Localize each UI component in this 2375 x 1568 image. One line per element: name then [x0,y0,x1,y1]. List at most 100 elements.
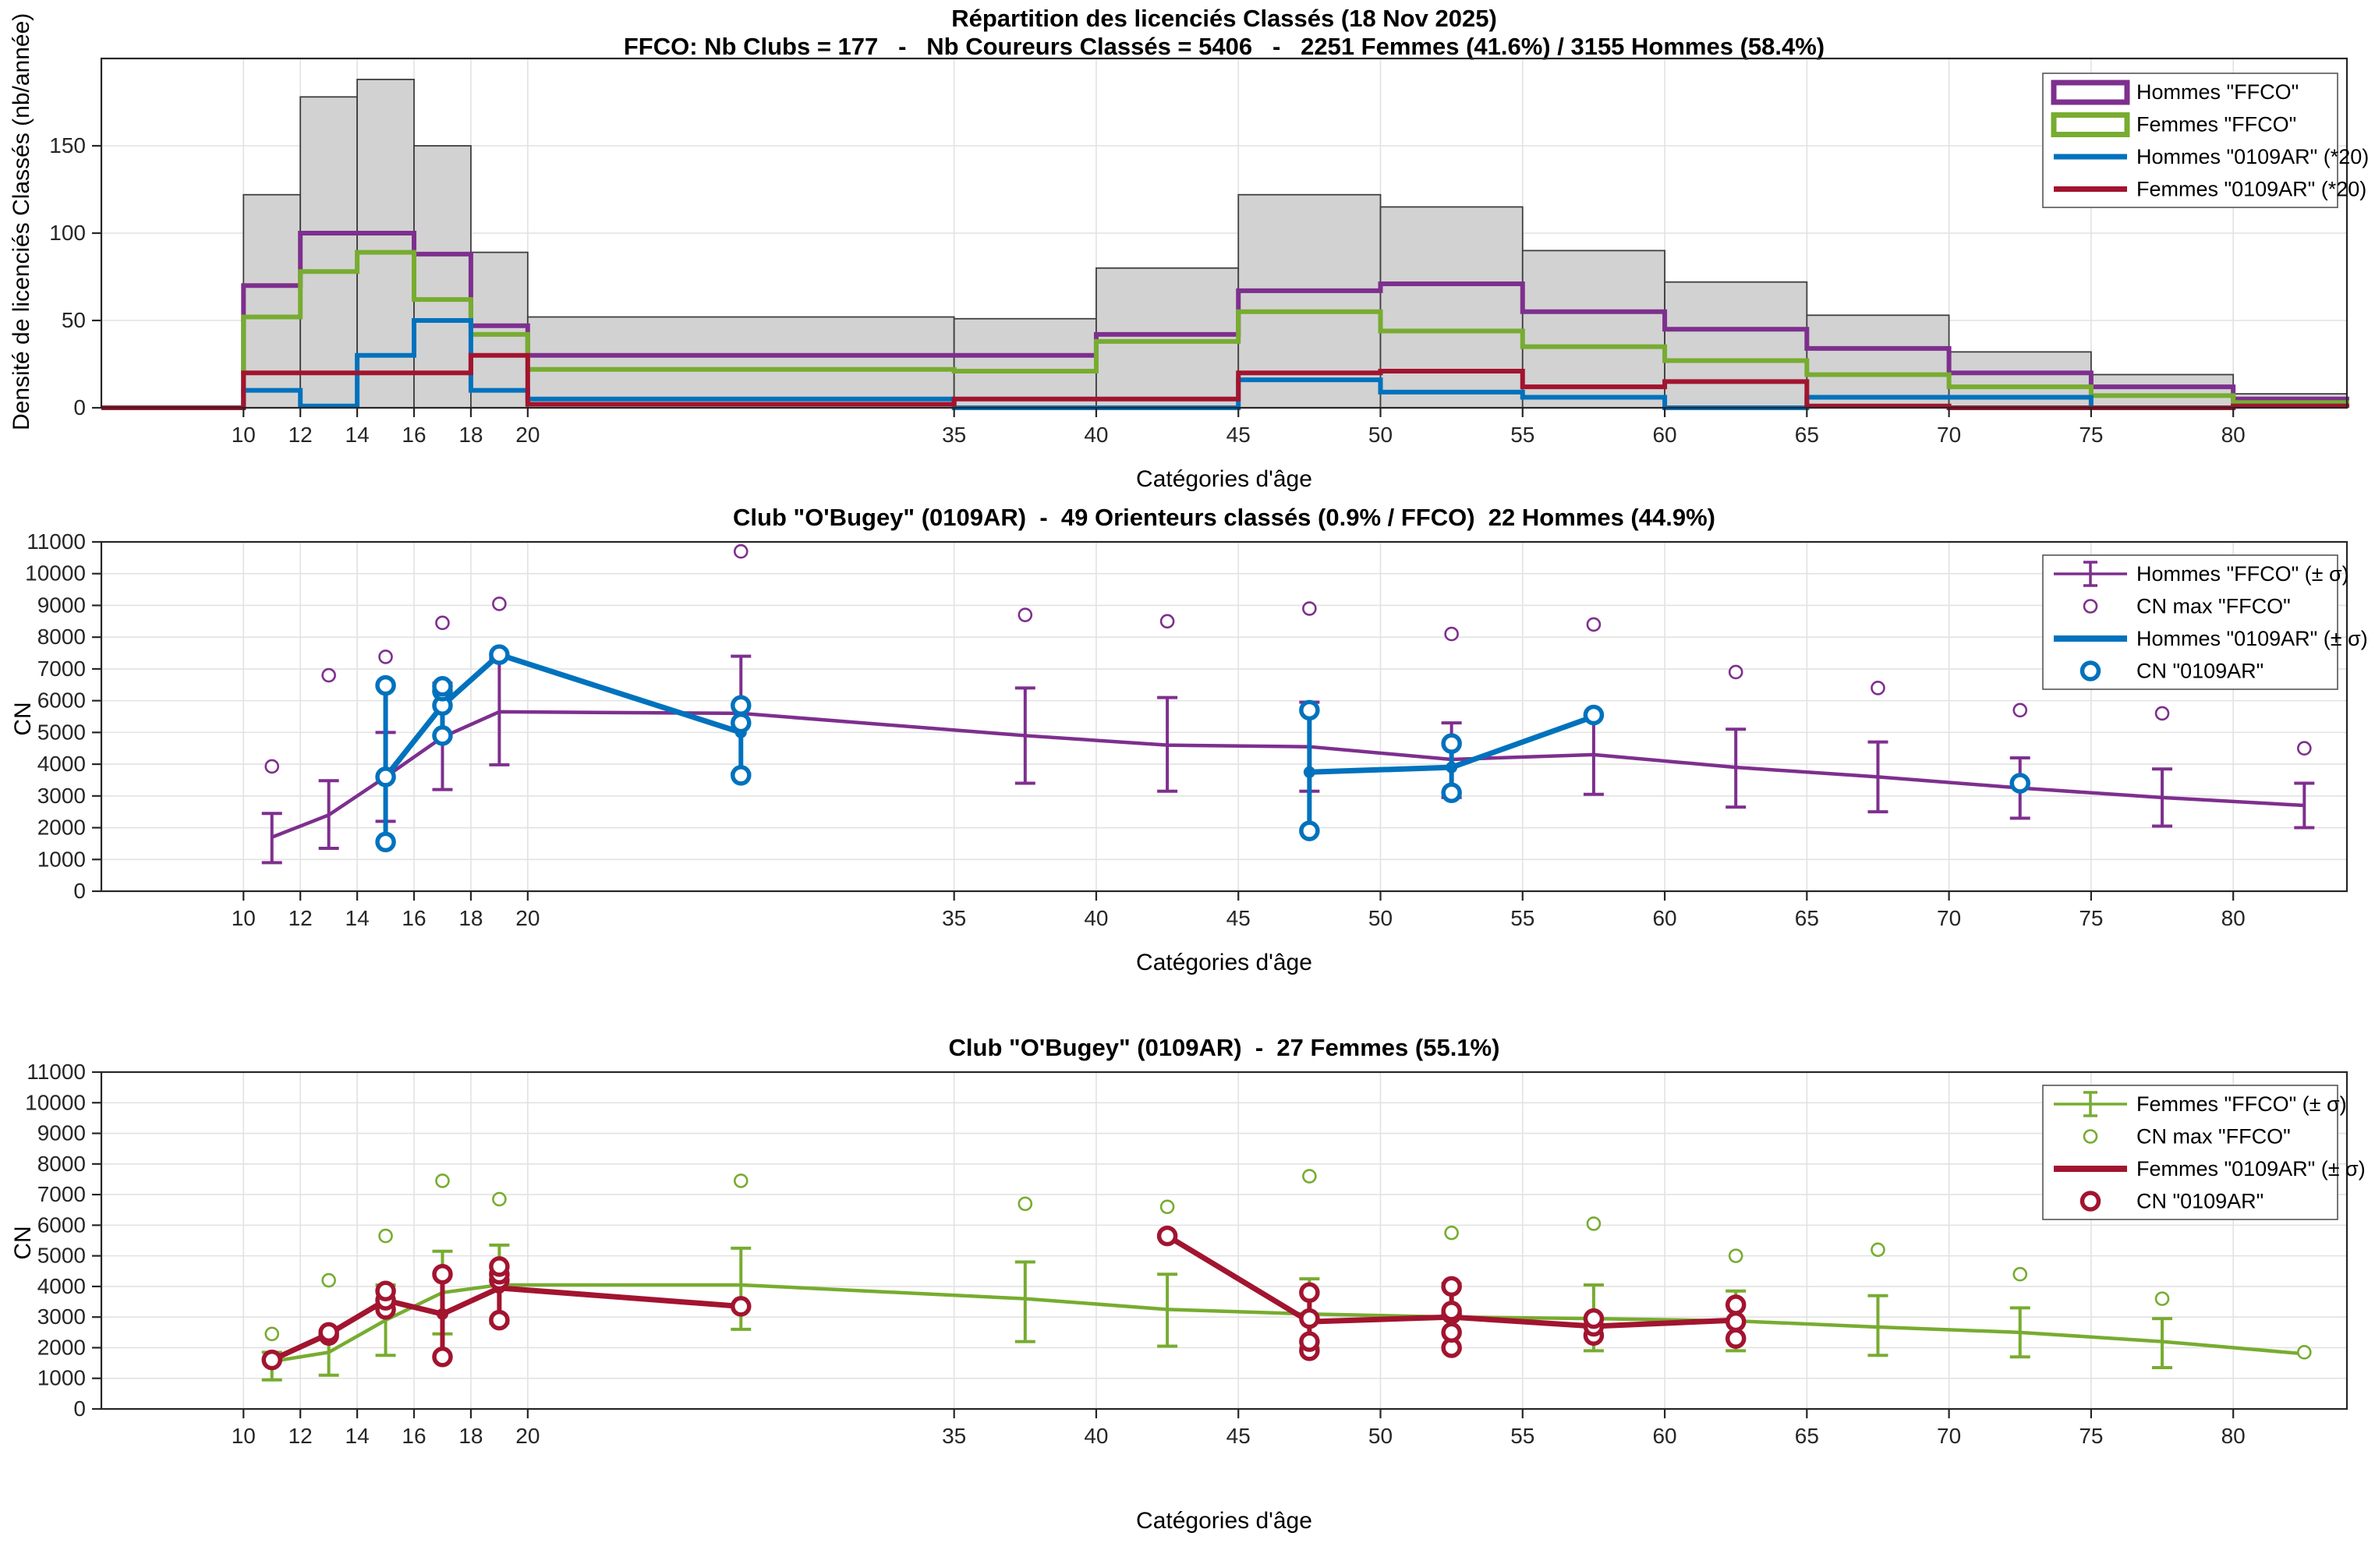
svg-text:8000: 8000 [37,625,86,649]
svg-text:70: 70 [1937,1424,1961,1448]
svg-text:10: 10 [232,1424,256,1448]
svg-text:75: 75 [2079,906,2103,930]
svg-text:Femmes "0109AR" (*20): Femmes "0109AR" (*20) [2136,178,2366,201]
svg-text:35: 35 [942,906,966,930]
svg-text:8000: 8000 [37,1152,86,1176]
svg-text:16: 16 [402,423,426,447]
svg-text:CN max "FFCO": CN max "FFCO" [2136,1125,2291,1149]
svg-text:60: 60 [1652,906,1676,930]
svg-text:5000: 5000 [37,1244,86,1268]
svg-text:35: 35 [942,423,966,447]
svg-text:80: 80 [2221,906,2246,930]
svg-text:50: 50 [1368,906,1393,930]
step-series [101,231,2349,410]
svg-text:12: 12 [288,906,313,930]
svg-text:Hommes "0109AR" (*20): Hommes "0109AR" (*20) [2136,145,2369,168]
bottom-xaxis-label: Catégories d'âge [1136,1508,1312,1534]
svg-text:16: 16 [402,906,426,930]
svg-text:0: 0 [73,1396,86,1421]
svg-text:Femmes "FFCO": Femmes "FFCO" [2136,113,2296,136]
svg-text:11000: 11000 [27,1060,86,1084]
svg-text:14: 14 [345,906,370,930]
svg-text:1000: 1000 [37,847,86,871]
svg-text:10: 10 [232,906,256,930]
middle-plot-title: Club "O'Bugey" (0109AR) - 49 Orienteurs … [733,504,1715,531]
cn-max-markers [264,1169,2312,1360]
svg-text:20: 20 [515,1424,540,1448]
club-cn-markers [261,1225,1747,1371]
svg-text:65: 65 [1795,1424,1819,1448]
svg-text:12: 12 [288,1424,313,1448]
total-histogram-bars [242,78,2348,409]
svg-text:2000: 2000 [37,816,86,840]
step-series [101,250,2349,410]
middle-plot: 10 12 14 16 18 20 35 40 45 50 55 60 65 70 75 80 0 1000 200… [25,529,2368,930]
svg-text:3000: 3000 [37,784,86,808]
club-mean-line [383,652,742,779]
ffco-mean-line [271,710,2305,839]
svg-text:6000: 6000 [37,688,86,713]
ticks [92,144,2235,417]
legend: Hommes "FFCO" Femmes "FFCO" Hommes "0109AR… [2042,73,2369,208]
svg-text:55: 55 [1510,906,1534,930]
svg-text:75: 75 [2079,423,2103,447]
svg-text:75: 75 [2079,1424,2103,1448]
svg-text:9000: 9000 [37,1121,86,1145]
axes-box [100,540,2348,893]
svg-text:40: 40 [1084,1424,1108,1448]
svg-text:18: 18 [458,1424,483,1448]
club-cn-markers [375,644,2031,853]
svg-text:65: 65 [1795,423,1819,447]
svg-text:50: 50 [1368,1424,1393,1448]
svg-text:12: 12 [288,423,313,447]
tick-labels: 10 12 14 16 18 20 35 40 45 50 55 60 65 70 75 80 0 1000 200… [25,1060,2246,1448]
svg-text:0: 0 [73,879,86,903]
ffco-errorbars [261,654,2315,865]
svg-text:45: 45 [1226,423,1251,447]
middle-xaxis-label: Catégories d'âge [1136,950,1312,975]
svg-text:1000: 1000 [37,1366,86,1390]
svg-text:16: 16 [402,1424,426,1448]
club-errorbars [377,1264,1744,1359]
svg-text:60: 60 [1652,1424,1676,1448]
svg-text:65: 65 [1795,906,1819,930]
gridlines [101,1072,2347,1409]
svg-text:Hommes "FFCO": Hommes "FFCO" [2136,80,2299,104]
axes-box [100,1071,2348,1410]
svg-text:0: 0 [73,395,86,419]
svg-text:150: 150 [49,133,86,158]
svg-text:10000: 10000 [25,1090,86,1114]
svg-text:35: 35 [942,1424,966,1448]
svg-text:Femmes "0109AR" (± σ): Femmes "0109AR" (± σ) [2136,1157,2366,1180]
svg-text:50: 50 [62,308,86,332]
svg-text:10: 10 [232,423,256,447]
svg-text:CN "0109AR": CN "0109AR" [2136,1190,2264,1213]
svg-text:40: 40 [1084,423,1108,447]
svg-text:7000: 7000 [37,657,86,681]
svg-text:4000: 4000 [37,752,86,776]
svg-text:70: 70 [1937,423,1961,447]
cn-max-markers [264,543,2312,774]
svg-text:55: 55 [1510,1424,1534,1448]
bottom-plot-title: Club "O'Bugey" (0109AR) - 27 Femmes (55.… [948,1034,1500,1061]
svg-text:60: 60 [1652,423,1676,447]
svg-text:45: 45 [1226,1424,1251,1448]
svg-text:6000: 6000 [37,1212,86,1237]
svg-text:55: 55 [1510,423,1534,447]
svg-text:80: 80 [2221,423,2246,447]
svg-text:7000: 7000 [37,1182,86,1206]
svg-text:20: 20 [515,906,540,930]
svg-text:2000: 2000 [37,1335,86,1359]
legend: Hommes "FFCO" (± σ) CN max "FFCO" Hommes "… [2042,554,2368,690]
svg-text:3000: 3000 [37,1304,86,1329]
svg-text:40: 40 [1084,906,1108,930]
svg-text:CN "0109AR": CN "0109AR" [2136,660,2264,683]
svg-text:9000: 9000 [37,593,86,617]
svg-text:20: 20 [515,423,540,447]
svg-text:14: 14 [345,1424,370,1448]
svg-text:45: 45 [1226,906,1251,930]
top-plot-title: Répartition des licenciés Classés (18 No… [951,5,1497,32]
top-plot: 10 12 14 16 18 20 35 40 45 50 55 60 65 70 75 80 0 50 100 15… [49,57,2369,447]
